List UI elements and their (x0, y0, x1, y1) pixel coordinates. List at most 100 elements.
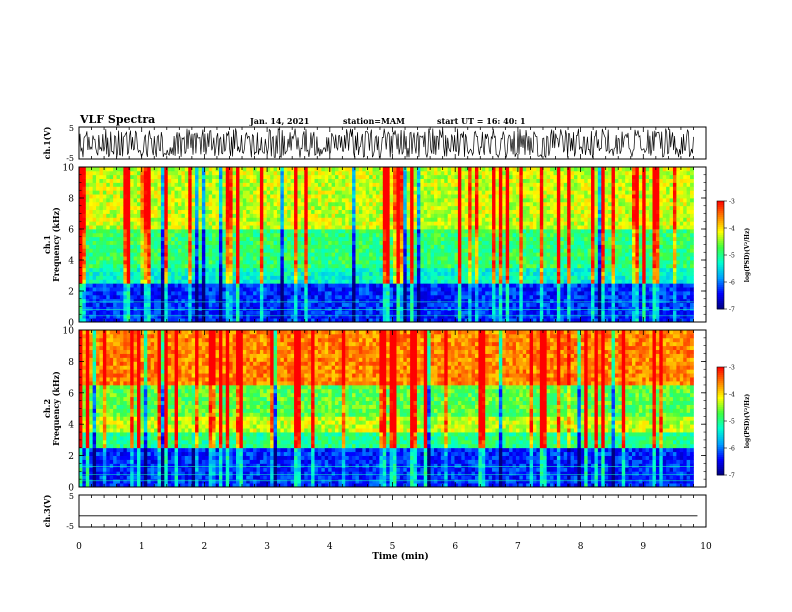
ch1-spec-cell (259, 306, 264, 311)
ch1-spec-cell (218, 217, 223, 222)
ch1-spec-cell (167, 291, 172, 296)
ch1-spec-cell (171, 167, 175, 172)
ch1-spec-cell (488, 279, 493, 284)
ch1-spec-cell (236, 170, 240, 176)
ch1-spec-cell (492, 194, 496, 199)
ch1-spec-cell (201, 201, 206, 207)
ch1-spec-cell (191, 182, 196, 187)
ch1-spec-cell (205, 205, 210, 211)
ch1-spec-cell (410, 314, 414, 319)
ch1-spec-cell (358, 213, 363, 218)
ch1-spec-cell (403, 306, 408, 311)
ch1-spec-cell (430, 244, 435, 249)
ch1-spec-cell (130, 205, 135, 211)
ch1-spec-cell (481, 240, 486, 245)
ch1-spec-cell (123, 209, 128, 214)
ch1-spec-cell (423, 213, 428, 218)
ch1-spec-cell (270, 217, 274, 222)
ch1-spec-cell (266, 244, 271, 249)
ch1-spec-cell (300, 167, 305, 172)
ch1-spec-cell (468, 298, 472, 304)
ch1-spec-cell (324, 294, 329, 300)
ch1-spec-cell (300, 240, 305, 245)
ch1-spec-cell (362, 279, 367, 284)
ch1-spec-cell (358, 198, 363, 203)
ch1-spec-cell (218, 186, 223, 191)
ch1-spec-cell (256, 252, 261, 257)
ch1-spec-cell (212, 267, 216, 273)
ch1-spec-cell (246, 213, 251, 218)
ch1-spec-cell (311, 318, 315, 323)
ch1-spec-cell (372, 279, 377, 284)
ch1-spec-cell (79, 217, 83, 222)
ch1-spec-cell (287, 244, 292, 249)
ch1-spec-cell (423, 244, 428, 249)
ch1-spec-cell (416, 306, 421, 311)
ch1-spec-cell (403, 263, 408, 269)
ch1-spec-cell (457, 314, 462, 319)
ch1-spec-cell (410, 229, 414, 234)
ch1-spec-cell (393, 186, 397, 191)
ch1-spec-cell (109, 267, 114, 273)
ch1-spec-cell (413, 232, 418, 238)
ch1-spec-cell (123, 194, 128, 199)
ch1-spec-cell (468, 248, 472, 253)
ch1-spec-cell (259, 318, 264, 323)
ch1-spec-cell (317, 287, 322, 292)
ch1-spec-cell (140, 306, 145, 311)
ch1-spec-cell (317, 217, 322, 222)
ch1-spec-cell (488, 174, 493, 180)
ch1-spec-cell (198, 167, 203, 172)
ch1-spec-cell (478, 287, 483, 292)
ch1-spec-cell (147, 186, 152, 191)
ch1-spec-cell (317, 182, 322, 187)
ch1-spec-cell (478, 198, 483, 203)
ch1-spec-cell (215, 256, 220, 261)
ch1-spec-cell (413, 182, 418, 187)
ch1-spec-cell (270, 225, 274, 230)
ch1-spec-cell (85, 221, 90, 226)
ch1-spec-cell (140, 236, 145, 242)
ch1-spec-cell (430, 229, 435, 234)
ch1-spec-cell (256, 283, 261, 288)
ch1-spec-cell (297, 318, 302, 323)
ch1-spec-cell (317, 190, 322, 195)
ch1-spec-cell (232, 174, 237, 180)
ch1-spec-cell (270, 236, 274, 242)
ch1-spec-cell (454, 294, 459, 300)
ch1-spec-cell (294, 267, 298, 273)
ch1-spec-cell (393, 182, 397, 187)
ch1-spec-cell (358, 186, 363, 191)
ch1-spec-cell (140, 248, 145, 253)
ch1-spec-cell (464, 201, 469, 207)
ch1-spec-cell (239, 236, 244, 242)
ch1-spec-cell (188, 248, 193, 253)
ch1-spec-cell (348, 279, 353, 284)
ch1-spec-cell (304, 201, 309, 207)
ch1-spec-cell (369, 170, 373, 176)
ch1-spec-cell (410, 302, 414, 307)
ch1-spec-cell (119, 314, 124, 319)
ch1-spec-cell (246, 271, 251, 276)
ch1-spec-cell (420, 256, 425, 261)
ch1-spec-cell (109, 256, 114, 261)
ch1-spec-cell (130, 174, 135, 180)
ch1-spec-cell (92, 209, 97, 214)
ch1-spec-cell (266, 221, 271, 226)
ch1-spec-cell (225, 283, 230, 288)
ch1-spec-cell (454, 217, 459, 222)
ch1-spec-cell (259, 271, 264, 276)
ch1-spec-cell (375, 232, 380, 238)
ch1-spec-cell (215, 186, 220, 191)
ch1-spec-cell (123, 252, 128, 257)
ch1-spec-cell (236, 248, 240, 253)
ch1-spec-cell (113, 174, 117, 180)
ch1-spec-cell (321, 240, 326, 245)
ch1-spec-cell (403, 283, 408, 288)
ch1-spec-cell (420, 167, 425, 172)
ch1-spec-cell (198, 291, 203, 296)
ch1-spec-cell (488, 205, 493, 211)
ch1-spec-cell (174, 279, 179, 284)
ch1-spec-cell (99, 318, 104, 323)
ch1-spec-cell (440, 302, 445, 307)
